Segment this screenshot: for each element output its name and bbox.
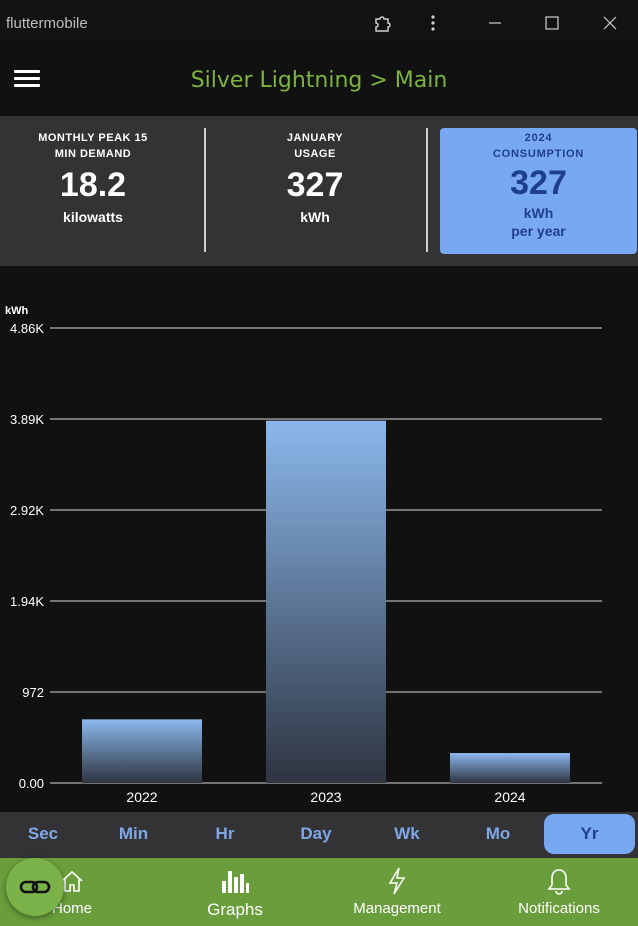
app-name: fluttermobile	[6, 15, 88, 32]
nav-label: Management	[353, 900, 441, 917]
close-icon[interactable]	[597, 10, 623, 36]
nav-label: Home	[51, 900, 92, 917]
y-tick-label: 972	[22, 685, 44, 700]
stat-divider	[204, 128, 206, 252]
y-tick-label: 3.89K	[10, 412, 44, 427]
app-header: Silver Lightning > Main	[0, 44, 638, 116]
page-title: Silver Lightning > Main	[190, 68, 448, 93]
stat-label: MIN DEMAND	[54, 148, 132, 160]
nav-notifications[interactable]: Notifications	[499, 866, 619, 917]
stat-value: 327	[286, 166, 344, 204]
x-tick-label: 2022	[126, 789, 157, 805]
stat-peak-demand: MONTHLY PEAK 15 MIN DEMAND 18.2 kilowatts	[0, 116, 186, 266]
y-axis-label: kWh	[5, 305, 29, 317]
stat-label: 2024	[524, 132, 553, 144]
nav-home[interactable]: Home	[12, 866, 132, 917]
y-tick-label: 4.86K	[10, 321, 44, 336]
timeframe-yr-button[interactable]: Yr	[544, 814, 635, 854]
window-titlebar: fluttermobile	[0, 0, 638, 44]
x-tick-label: 2023	[310, 789, 341, 805]
stat-sub: per year	[511, 223, 566, 239]
link-icon	[19, 880, 51, 894]
timeframe-hr-button[interactable]: Hr	[215, 824, 235, 843]
stat-value: 327	[510, 164, 567, 202]
timeframe-sec-button[interactable]: Sec	[27, 824, 59, 843]
maximize-icon[interactable]	[539, 10, 565, 36]
stat-unit: kilowatts	[63, 209, 123, 225]
stat-label: JANUARY	[286, 132, 344, 144]
timeframe-day-button[interactable]: Day	[300, 824, 332, 843]
nav-label: Graphs	[207, 900, 263, 919]
y-tick-label: 1.94K	[10, 594, 44, 609]
stat-unit: kWh	[300, 209, 330, 225]
bell-icon	[499, 866, 619, 896]
y-tick-label: 2.92K	[10, 503, 44, 518]
stat-yearly-consumption[interactable]: 2024 CONSUMPTION 327 kWh per year	[440, 128, 637, 254]
x-tick-label: 2024	[494, 789, 525, 805]
more-vert-icon[interactable]	[420, 10, 446, 36]
nav-graphs[interactable]: Graphs	[175, 866, 295, 920]
timeframe-wk-button[interactable]: Wk	[394, 824, 420, 843]
extension-icon[interactable]	[370, 10, 396, 36]
nav-label: Notifications	[518, 900, 600, 917]
stat-label: USAGE	[294, 148, 336, 160]
menu-icon[interactable]	[14, 70, 40, 90]
usage-chart: kWh 0.00 972 1.94K 2.92K 3.89K 4.86K 2022 2023 20…	[0, 266, 638, 812]
stat-label: CONSUMPTION	[492, 148, 585, 160]
stat-unit: kWh	[523, 205, 554, 221]
y-tick-label: 0.00	[19, 776, 44, 791]
timeframe-min-button[interactable]: Min	[118, 824, 149, 843]
nav-management[interactable]: Management	[337, 866, 457, 917]
timeframe-mo-button[interactable]: Mo	[485, 824, 511, 843]
chart-bar	[450, 753, 570, 783]
minimize-icon[interactable]	[482, 10, 508, 36]
stat-monthly-usage: JANUARY USAGE 327 kWh	[222, 116, 408, 266]
chart-bar	[266, 420, 386, 783]
timeframe-selector: Sec Min Hr Day Wk Mo Yr	[0, 812, 638, 858]
lightning-icon	[337, 866, 457, 896]
link-fab[interactable]	[6, 858, 64, 916]
stat-divider	[426, 128, 428, 252]
stat-label: MONTHLY PEAK 15	[38, 132, 148, 144]
bottom-navigation: Home Graphs Management Notifications	[0, 858, 638, 926]
home-icon	[12, 866, 132, 896]
chart-bar	[82, 719, 202, 783]
stat-value: 18.2	[59, 166, 127, 204]
bar-chart-icon	[175, 866, 295, 896]
bar-chart: kWh 0.00 972 1.94K 2.92K 3.89K 4.86K 2022 2023 20…	[5, 305, 602, 805]
